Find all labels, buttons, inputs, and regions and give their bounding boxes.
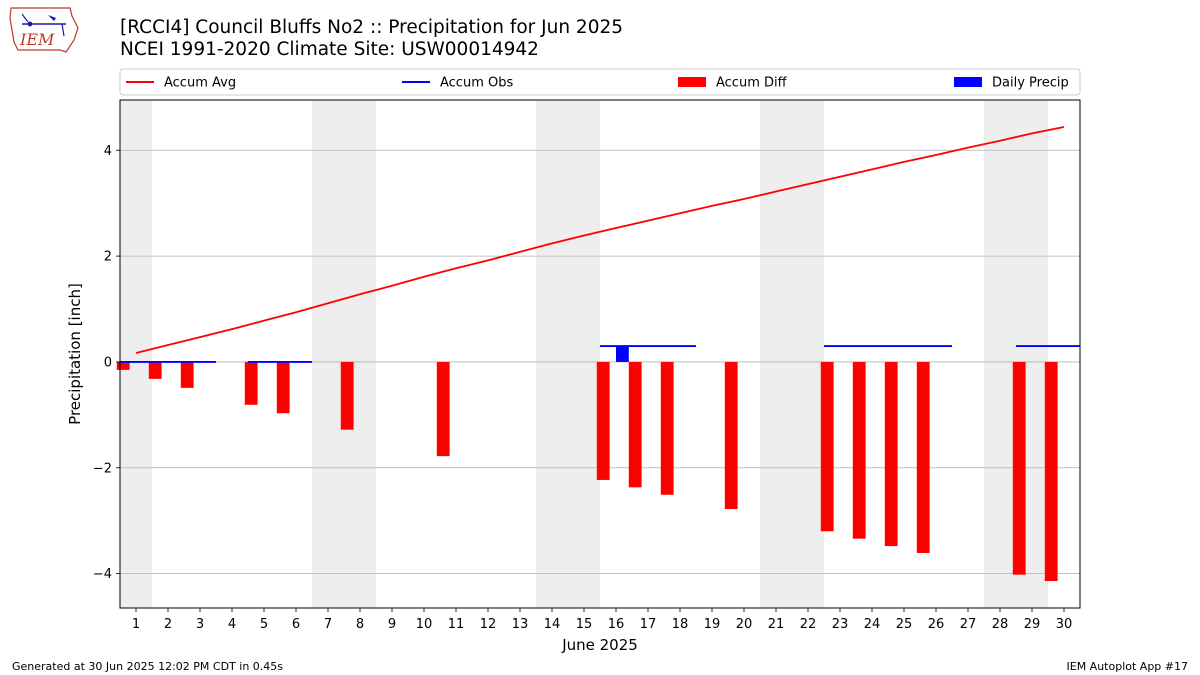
- accum-diff-bar: [596, 361, 610, 480]
- footer-app: IEM Autoplot App #17: [1066, 660, 1189, 673]
- x-tick-label: 12: [480, 617, 497, 632]
- x-tick-label: 29: [1024, 617, 1041, 632]
- x-tick-label: 14: [544, 617, 561, 632]
- x-tick-label: 13: [512, 617, 529, 632]
- iem-logo-icon: IEM: [9, 7, 79, 53]
- series-lines: [120, 126, 1080, 363]
- legend-box: [119, 68, 1081, 96]
- x-tick-label: 1: [132, 617, 140, 632]
- x-tick-label: 11: [448, 617, 465, 632]
- x-tick-label: 5: [260, 617, 268, 632]
- weekend-shade: [760, 100, 824, 608]
- legend-label: Accum Diff: [716, 76, 788, 91]
- accum-diff-bar: [436, 361, 450, 457]
- x-tick-label: 7: [324, 617, 332, 632]
- y-axis-label: Precipitation [inch]: [66, 283, 84, 425]
- x-tick-label: 4: [228, 617, 236, 632]
- legend-label: Accum Avg: [164, 76, 236, 91]
- accum-diff-bar: [820, 361, 834, 532]
- logo: IEM: [8, 6, 80, 60]
- x-tick-label: 23: [832, 617, 849, 632]
- accum-diff-bar: [116, 361, 130, 370]
- x-tick-label: 24: [864, 617, 881, 632]
- accum-avg-line: [135, 126, 1065, 354]
- accum-diff-bar: [148, 361, 162, 379]
- x-tick-label: 25: [896, 617, 913, 632]
- x-tick-label: 8: [356, 617, 364, 632]
- accum-diff-bar: [1044, 361, 1058, 582]
- x-tick-label: 10: [416, 617, 433, 632]
- x-tick-label: 28: [992, 617, 1009, 632]
- legend-swatch: [954, 77, 982, 87]
- accum-diff-bar: [1012, 361, 1026, 575]
- accum-diff-bar: [916, 361, 930, 553]
- y-tick-label: 2: [104, 250, 112, 265]
- legend-label: Accum Obs: [440, 76, 513, 91]
- y-tick-label: 0: [104, 355, 112, 370]
- x-tick-label: 3: [196, 617, 204, 632]
- accum-diff-bar: [244, 361, 258, 405]
- legend: Accum Avg Accum Obs Accum Diff Daily Precip: [119, 68, 1081, 96]
- weekend-shade: [120, 100, 152, 608]
- weekend-shade: [536, 100, 600, 608]
- chart-title: [RCCI4] Council Bluffs No2 :: Precipitat…: [120, 17, 624, 38]
- x-tick-label: 2: [164, 617, 172, 632]
- x-tick-label: 16: [608, 617, 625, 632]
- bars: [116, 346, 1058, 582]
- accum-diff-bar: [724, 361, 738, 510]
- x-tick-label: 22: [800, 617, 817, 632]
- logo-text: IEM: [19, 30, 55, 49]
- x-tick-label: 19: [704, 617, 721, 632]
- x-tick-label: 26: [928, 617, 945, 632]
- plot-frame: [119, 99, 1081, 609]
- accum-diff-bar: [628, 361, 642, 488]
- x-tick-label: 18: [672, 617, 689, 632]
- x-tick-label: 20: [736, 617, 753, 632]
- chart-subtitle: NCEI 1991-2020 Climate Site: USW00014942: [120, 39, 539, 60]
- x-tick-label: 9: [388, 617, 396, 632]
- y-tick-label: 4: [104, 144, 112, 159]
- weekend-shade: [312, 100, 376, 608]
- x-tick-label: 30: [1056, 617, 1073, 632]
- x-axis-label: June 2025: [561, 636, 638, 654]
- daily-precip-bar: [616, 346, 629, 362]
- x-tick-label: 6: [292, 617, 300, 632]
- legend-label: Daily Precip: [992, 76, 1069, 91]
- accum-diff-bar: [180, 361, 194, 388]
- accum-diff-bar: [852, 361, 866, 539]
- x-tick-label: 15: [576, 617, 593, 632]
- accum-diff-bar: [276, 361, 290, 414]
- legend-swatch: [678, 77, 706, 87]
- y-tick-label: −2: [93, 461, 112, 476]
- accum-diff-bar: [660, 361, 674, 495]
- accum-diff-bar: [340, 361, 354, 430]
- x-tick-label: 21: [768, 617, 785, 632]
- x-tick-label: 27: [960, 617, 977, 632]
- x-tick-label: 17: [640, 617, 657, 632]
- footer-generated: Generated at 30 Jun 2025 12:02 PM CDT in…: [12, 660, 284, 673]
- y-tick-label: −4: [93, 567, 112, 582]
- weekend-shading: [120, 100, 1048, 608]
- accum-diff-bar: [884, 361, 898, 547]
